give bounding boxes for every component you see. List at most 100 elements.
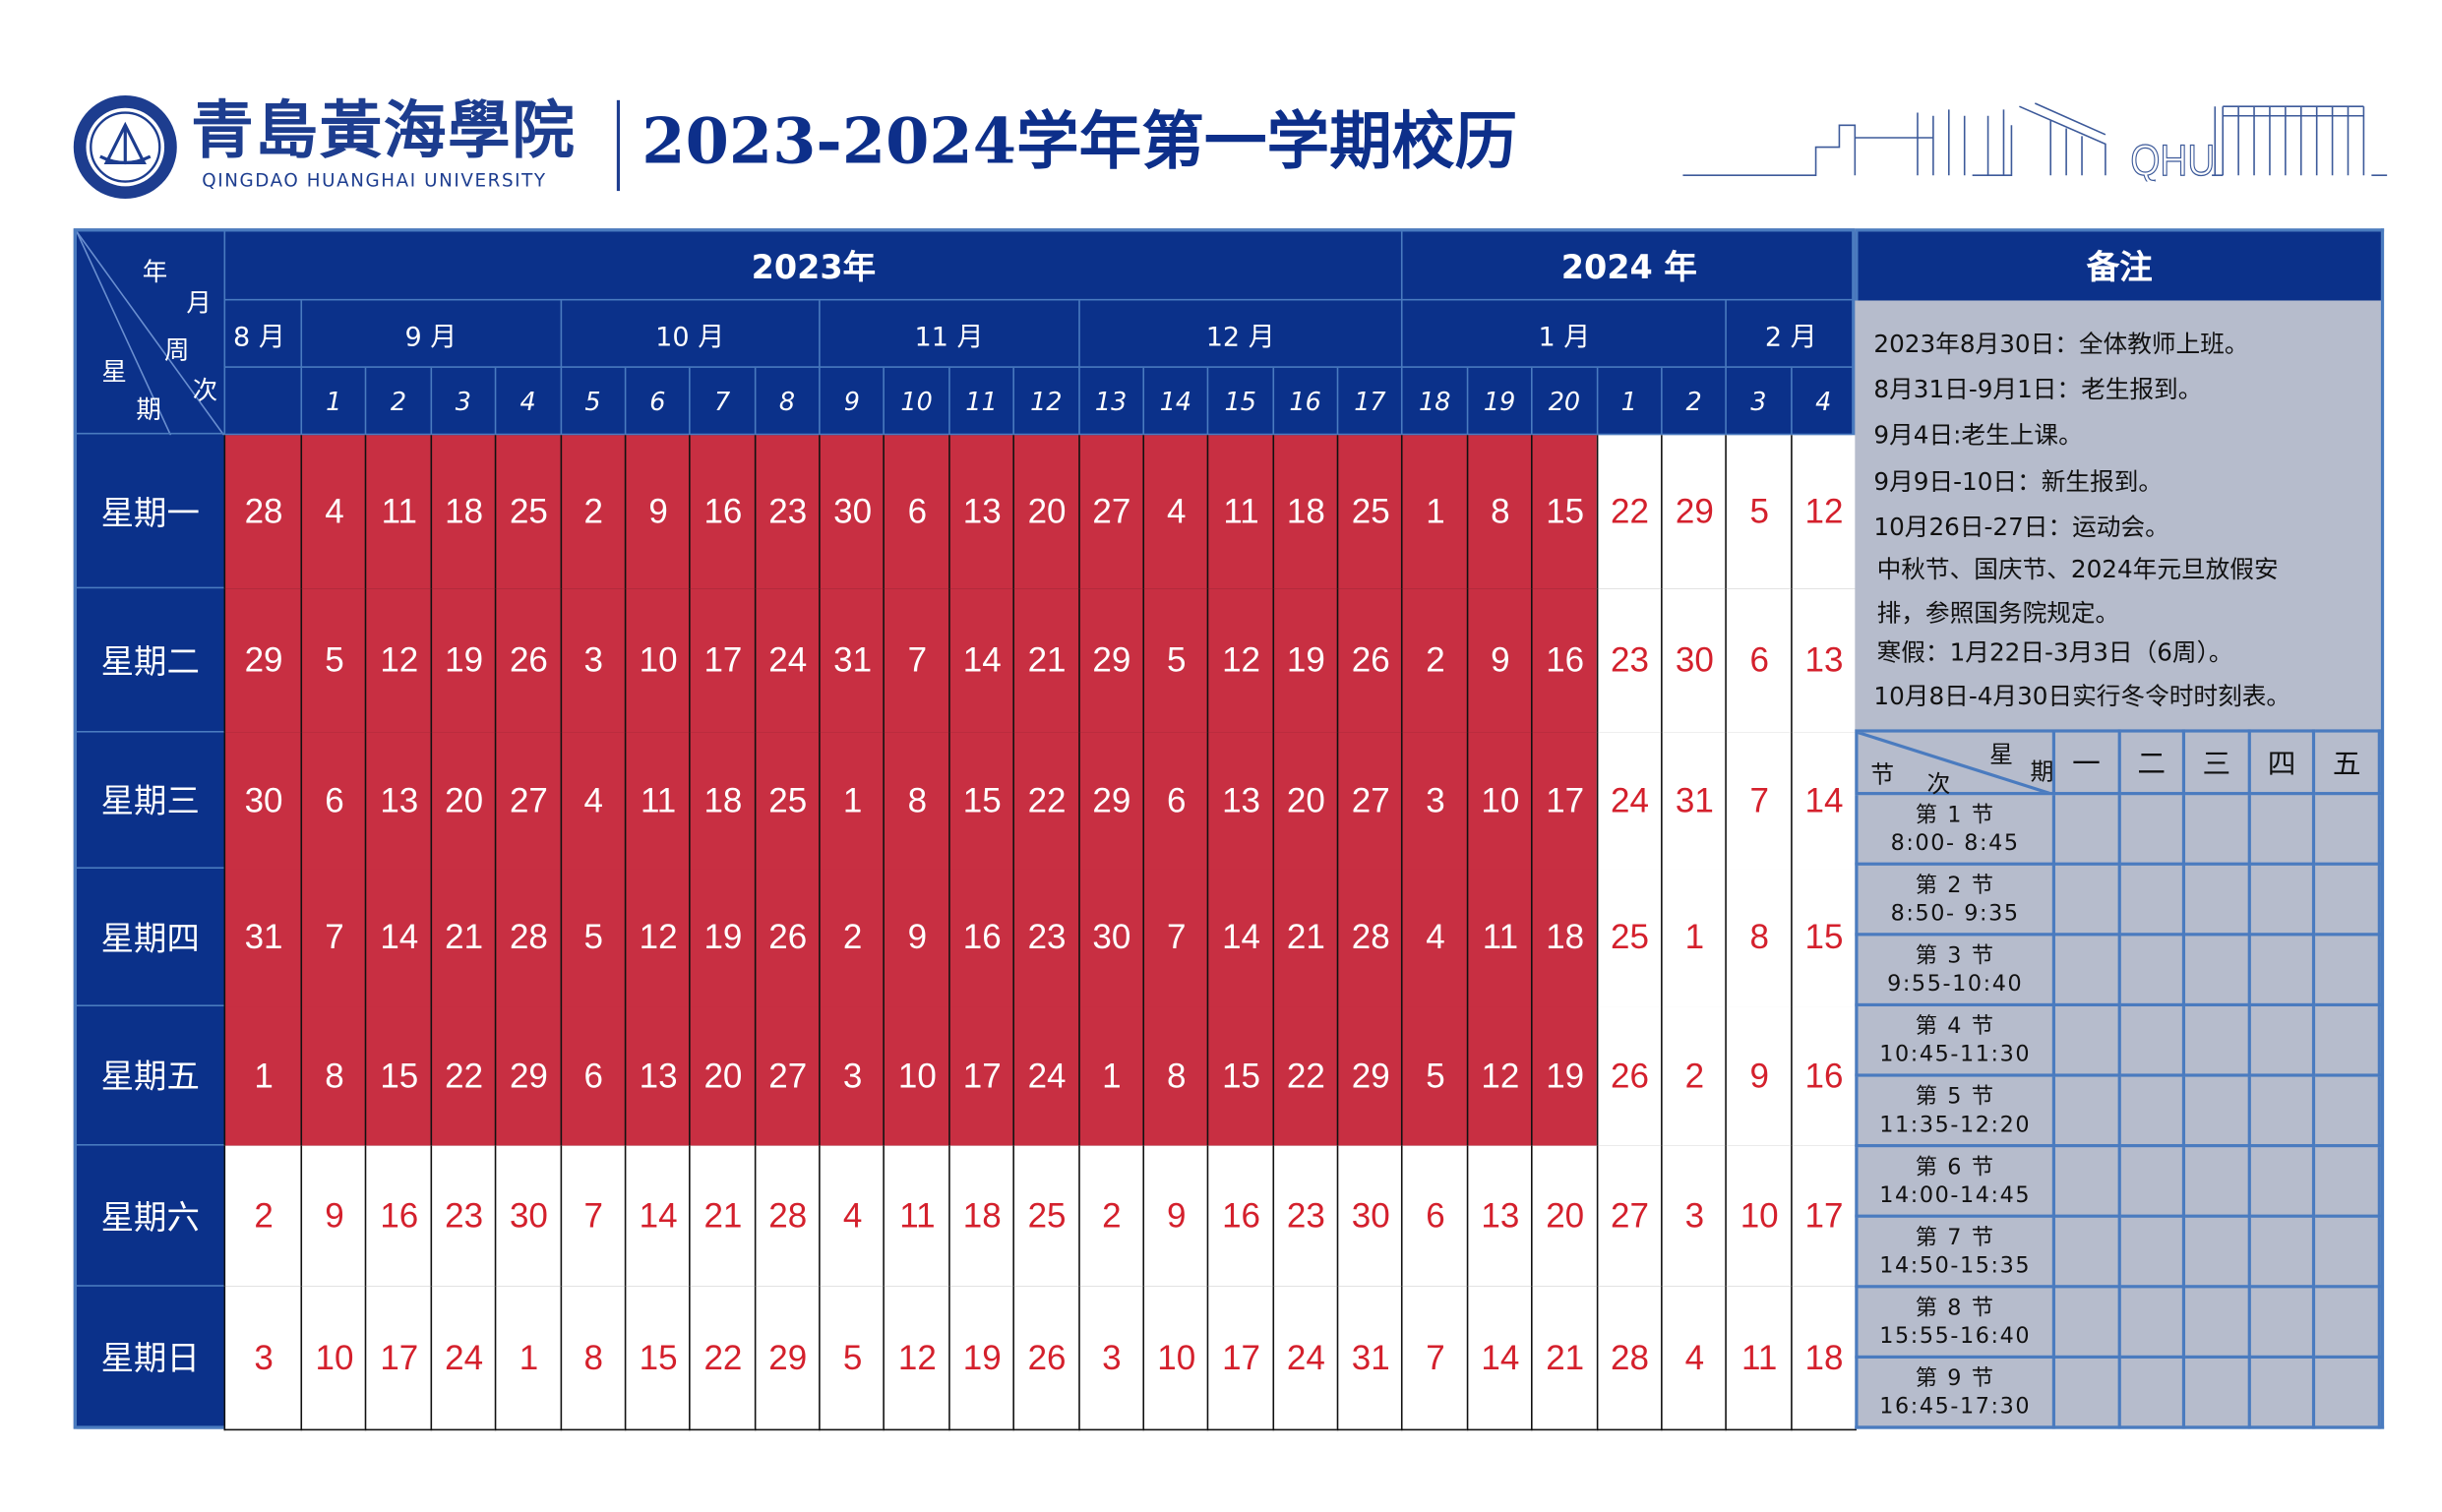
date-cell: 10	[300, 1286, 367, 1431]
date-cell: 28	[494, 869, 562, 1008]
date-cell: 15	[624, 1286, 692, 1431]
period-name: 第 7 节	[1915, 1224, 1995, 1250]
date-cell: 2	[1077, 1145, 1144, 1289]
date-cell: 19	[430, 588, 497, 735]
schedule-slot	[2250, 1217, 2316, 1289]
date-cell: 17	[1207, 1286, 1274, 1431]
date-cell: 16	[689, 435, 756, 590]
date-cell: 7	[883, 588, 950, 735]
date-cell: 14	[1466, 1286, 1533, 1431]
date-cell: 20	[430, 732, 497, 871]
year-header: 2023年	[223, 231, 1402, 301]
date-cell: 16	[947, 869, 1015, 1008]
schedule-slot	[2250, 1358, 2316, 1429]
schedule-slot	[2315, 1217, 2381, 1289]
date-cell: 19	[1531, 1006, 1598, 1148]
date-cell: 9	[1725, 1006, 1793, 1148]
date-cell: 3	[1077, 1286, 1144, 1431]
date-cell: 23	[754, 435, 821, 590]
weekday-label: 星期一	[76, 435, 224, 589]
period-label: 第 4 节 10:45-11:30	[1855, 1006, 2055, 1077]
date-cell: 30	[1336, 1145, 1404, 1289]
schedule-slot	[2185, 1076, 2251, 1148]
date-cell: 11	[1207, 435, 1274, 590]
month-header: 12 月	[1077, 300, 1402, 368]
date-cell: 27	[1336, 732, 1404, 871]
date-cell: 10	[1725, 1145, 1793, 1289]
date-cell: 21	[689, 1145, 756, 1289]
date-cell: 18	[430, 435, 497, 590]
week-number: 5	[559, 367, 625, 436]
schedule-day-header: 三	[2185, 729, 2251, 796]
schedule-slot	[2315, 795, 2381, 866]
date-cell: 2	[223, 1145, 303, 1289]
schedule-slot	[2315, 1076, 2381, 1148]
month-header: 2 月	[1725, 300, 1856, 368]
month-header: 9 月	[300, 300, 560, 368]
date-cell: 7	[1725, 732, 1793, 871]
date-cell: 20	[689, 1006, 756, 1148]
date-cell: 15	[365, 1006, 432, 1148]
date-cell: 24	[1271, 1286, 1339, 1431]
week-number: 8	[754, 367, 820, 436]
date-cell: 11	[1466, 869, 1533, 1008]
period-label: 第 1 节 8:00- 8:45	[1855, 795, 2055, 866]
period-time: 14:50-15:35	[1879, 1252, 2032, 1279]
weekday-label: 星期三	[76, 733, 224, 870]
schedule-slot	[2054, 865, 2121, 937]
period-name: 第 6 节	[1915, 1154, 1995, 1179]
period-name: 第 2 节	[1915, 872, 1995, 898]
date-cell: 16	[365, 1145, 432, 1289]
date-cell: 22	[1596, 435, 1663, 590]
period-label: 第 7 节 14:50-15:35	[1855, 1217, 2055, 1289]
date-cell: 6	[1725, 588, 1793, 735]
date-cell: 11	[365, 435, 432, 590]
month-header: 10 月	[559, 300, 820, 368]
corner-label-xing: 星	[101, 356, 127, 387]
date-cell: 26	[754, 869, 821, 1008]
date-cell: 25	[494, 435, 562, 590]
schedule-slot	[2120, 1358, 2186, 1429]
date-cell: 30	[1077, 869, 1144, 1008]
schedule-slot	[2250, 1076, 2316, 1148]
period-name: 第 5 节	[1915, 1083, 1995, 1110]
schedule-slot	[2054, 1288, 2121, 1359]
date-cell: 14	[1207, 869, 1274, 1008]
weekday-label: 星期五	[76, 1006, 224, 1146]
schedule-slot	[2250, 865, 2316, 937]
date-cell: 3	[559, 588, 627, 735]
date-cell: 18	[689, 732, 756, 871]
date-cell: 4	[1660, 1286, 1728, 1431]
corner-label-ci: 次	[192, 375, 218, 406]
date-cell: 28	[223, 435, 303, 590]
date-cell: 25	[1596, 869, 1663, 1008]
date-cell: 1	[223, 1006, 303, 1148]
date-cell: 11	[883, 1145, 950, 1289]
schedule-slot	[2250, 1288, 2316, 1359]
date-cell: 18	[1790, 1286, 1857, 1431]
date-cell: 19	[1271, 588, 1339, 735]
notes-title: 备注	[1855, 231, 2381, 301]
date-cell: 9	[1142, 1145, 1209, 1289]
schedule-corner: 节 次 星期	[1855, 729, 2055, 798]
date-cell: 4	[300, 435, 367, 590]
date-cell: 12	[1207, 588, 1274, 735]
date-cell: 6	[300, 732, 367, 871]
date-cell: 2	[819, 869, 885, 1008]
date-cell: 4	[819, 1145, 885, 1289]
date-cell: 24	[430, 1286, 497, 1431]
schedule-slot	[2054, 1147, 2121, 1218]
schedule-slot	[2054, 1076, 2121, 1148]
date-cell: 10	[1142, 1286, 1209, 1431]
page-title: 2023-2024学年第一学期校历	[641, 104, 1518, 179]
date-cell: 13	[1207, 732, 1274, 871]
school-name-en: QINGDAO HUANGHAI UNIVERSITY	[202, 168, 547, 192]
date-cell: 10	[624, 588, 692, 735]
period-label: 第 5 节 11:35-12:20	[1855, 1076, 2055, 1148]
date-cell: 4	[559, 732, 627, 871]
date-cell: 22	[1271, 1006, 1339, 1148]
date-cell: 3	[1401, 732, 1468, 871]
weekday-label: 星期日	[76, 1287, 224, 1429]
schedule-slot	[2120, 1147, 2186, 1218]
note-line: 10月8日-4月30日实行冬令时时刻表。	[1873, 682, 2291, 711]
